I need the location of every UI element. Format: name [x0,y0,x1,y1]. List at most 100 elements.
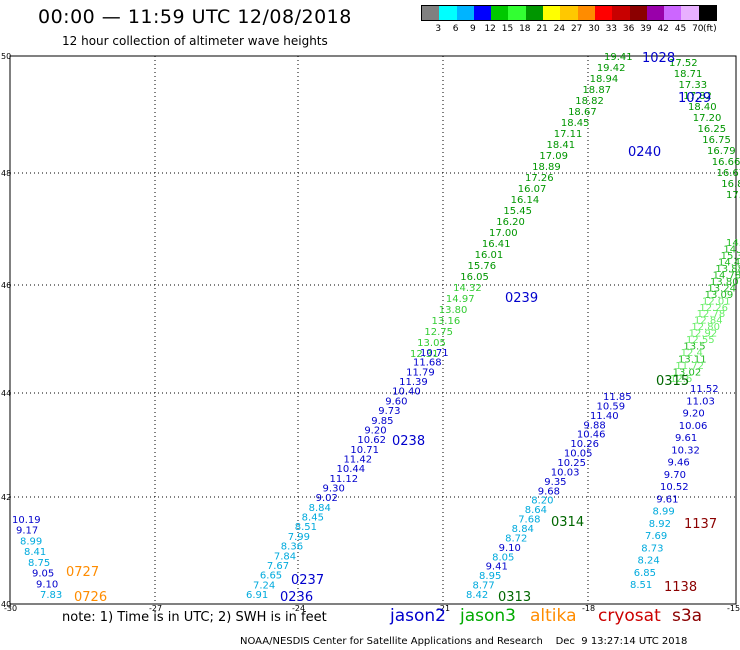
swh-value: 14.32 [453,283,482,294]
lon-tick-label: -18 [582,604,595,613]
swh-value: 11.42 [343,454,372,465]
swh-value: 12.55 [686,335,715,346]
swh-value: 10.44 [336,464,365,475]
satellite-altika: altika [530,606,577,626]
swh-value: 7.24 [253,580,275,591]
swh-value: 8.99 [653,507,675,518]
pass-time-label: 0727 [66,565,99,580]
legend-swatch [612,6,630,20]
swh-value: 16.14 [511,195,540,206]
swh-value: 8.64 [525,505,547,516]
swh-value: 13.80 [710,277,739,288]
legend-color-bar [421,5,718,21]
lon-tick-label: -27 [149,604,162,613]
swh-value: 11.52 [690,384,719,395]
pass-time-label: 0240 [628,145,661,160]
legend-label: 15 [501,24,514,34]
swh-value: 11.79 [406,367,435,378]
footnote: note: 1) Time is in UTC; 2) SWH is in fe… [62,610,327,625]
legend-label: 9 [470,24,476,34]
legend-swatch [681,6,699,20]
swh-value: 11.12 [330,474,359,485]
swh-value: 9.02 [316,493,338,504]
swh-value: 10.40 [392,387,421,398]
swh-value: 18.87 [582,85,611,96]
swh-value: 13.88 [715,264,740,275]
pass-time-label: 0313 [498,590,531,605]
pass-time-label: 1028 [642,51,675,66]
swh-value: 9.68 [538,486,560,497]
swh-value: 13.5 [683,342,705,353]
swh-value: 6.91 [246,590,268,601]
legend-label: 27 [570,24,583,34]
swh-value: 10.32 [671,445,700,456]
swh-value: 9.35 [544,477,566,488]
swh-value: 13.05 [417,338,446,349]
swh-value: 16.20 [496,217,525,228]
swh-value: 17.09 [539,151,568,162]
swh-value: 10.71 [420,348,449,359]
swh-value: 12.78 [697,309,726,320]
legend-label: 45 [674,24,687,34]
swh-value: 17.11 [554,129,583,140]
swh-value: 8.84 [309,503,331,514]
swh-value: 12.92 [689,329,718,340]
swh-value: 8.51 [630,580,652,591]
swh-value: 17.5 [726,190,740,201]
swh-value: 15.45 [503,206,532,217]
swh-value: 9.30 [323,484,345,495]
swh-value: 15.76 [467,261,496,272]
swh-value: 12.26 [699,303,728,314]
satellite-s3a: s3a [672,606,703,626]
legend-label: 39 [640,24,652,34]
swh-value: 13.11 [678,355,707,366]
pass-time-label: 0726 [74,590,107,605]
swh-value: 10.05 [564,449,593,460]
legend-swatch [698,6,717,20]
swh-value: 12.80 [691,322,720,333]
swh-value: 16.79 [707,146,736,157]
swh-value: 16.41 [482,239,511,250]
swh-value: 14.1 [723,244,740,255]
swh-value: 13.80 [439,305,468,316]
legend-label: 30 [588,24,600,34]
swh-value: 9.61 [675,433,697,444]
swh-value: 14.97 [446,294,475,305]
swh-value: 7.83 [40,590,62,601]
swh-value: 9.85 [371,416,393,427]
lat-tick-label: 40 [1,600,11,609]
pass-time-label: 1029 [678,91,711,106]
lat-tick-label: 42 [1,493,11,502]
swh-value: 17.82 [683,91,712,102]
swh-value: 7.99 [288,532,310,543]
swh-value: 10.59 [596,401,625,412]
legend-swatch [456,6,474,20]
swh-value: 18.40 [688,102,717,113]
swh-value: 10.62 [357,435,386,446]
legend-swatch [491,6,509,20]
legend-swatch [422,6,440,20]
swh-value: 10.52 [660,482,689,493]
swh-value: 12.84 [694,316,723,327]
swh-value: 18.89 [532,162,561,173]
credit-line: NOAA/NESDIS Center for Satellite Applica… [240,636,688,647]
swh-color-legend: 3 6 9 12 15 18 21 24 27 30 33 36 39 42 45 70 (ft) [421,5,718,35]
swh-value: 7.68 [518,515,540,526]
legend-label: 70 [692,24,704,34]
swh-value: 8.05 [492,552,514,563]
swh-value: 16.66 [712,157,740,168]
swh-value: 12.31 [410,349,439,360]
map-subtitle: 12 hour collection of altimeter wave hei… [62,34,328,48]
swh-value: 9.41 [486,562,508,573]
swh-value: 9.70 [664,470,686,481]
swh-value: 7.69 [645,531,667,542]
lon-tick-label: -24 [292,604,305,613]
legend-label: 6 [452,24,459,34]
swh-value: 8.24 [638,556,660,567]
swh-value: 9.46 [668,458,690,469]
swh-value: 8.42 [466,590,488,601]
legend-swatch [508,6,526,20]
swh-value: 16.82 [721,179,740,190]
pass-time-label: 1137 [684,517,717,532]
swh-value: 8.75 [28,558,50,569]
